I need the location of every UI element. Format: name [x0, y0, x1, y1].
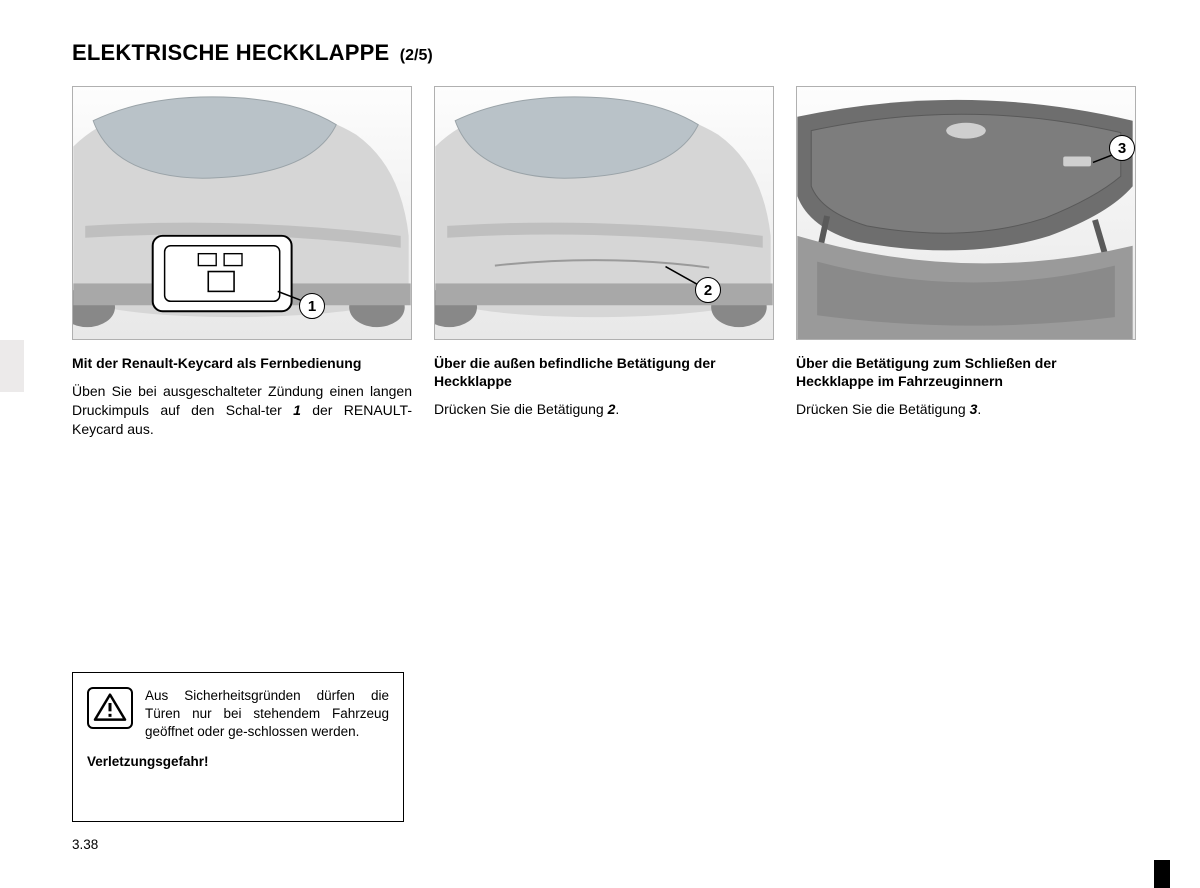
body-2: Drücken Sie die Betätigung 2.: [434, 400, 774, 419]
column-3: 39513: [796, 86, 1136, 846]
warning-box: Aus Sicherheitsgründen dürfen die Türen …: [72, 672, 404, 822]
content-columns: 39106: [72, 86, 1144, 846]
page-title: ELEKTRISCHE HECKKLAPPE: [72, 40, 389, 65]
side-tab: [0, 340, 24, 392]
figure-1: 39106: [72, 86, 412, 340]
warning-bold: Verletzungsgefahr!: [87, 754, 389, 769]
callout-2: 2: [695, 277, 721, 303]
figure-3: 39513: [796, 86, 1136, 340]
heading-3: Über die Betätigung zum Schließen der He…: [796, 354, 1136, 390]
corner-print-mark: [1154, 860, 1170, 888]
column-2: 39278 2: [434, 86, 774, 846]
tailgate-illustration: [797, 87, 1135, 339]
body-1: Üben Sie bei ausgeschalteter Zündung ein…: [72, 382, 412, 439]
heading-2: Über die außen befindliche Betätigung de…: [434, 354, 774, 390]
car-illustration-2: [435, 87, 773, 339]
heading-1: Mit der Renault-Keycard als Fernbedienun…: [72, 354, 412, 372]
car-illustration-1: [73, 87, 411, 339]
page-number: 3.38: [72, 837, 98, 852]
column-1: 39106: [72, 86, 412, 846]
warning-icon: [87, 687, 133, 729]
page-title-row: ELEKTRISCHE HECKKLAPPE (2/5): [72, 40, 1144, 66]
callout-1: 1: [299, 293, 325, 319]
warning-text: Aus Sicherheitsgründen dürfen die Türen …: [145, 687, 389, 742]
page-title-part: (2/5): [400, 47, 433, 64]
manual-page: ELEKTRISCHE HECKKLAPPE (2/5) 39106: [0, 0, 1200, 846]
figure-2: 39278 2: [434, 86, 774, 340]
body-3: Drücken Sie die Betätigung 3.: [796, 400, 1136, 419]
callout-3: 3: [1109, 135, 1135, 161]
